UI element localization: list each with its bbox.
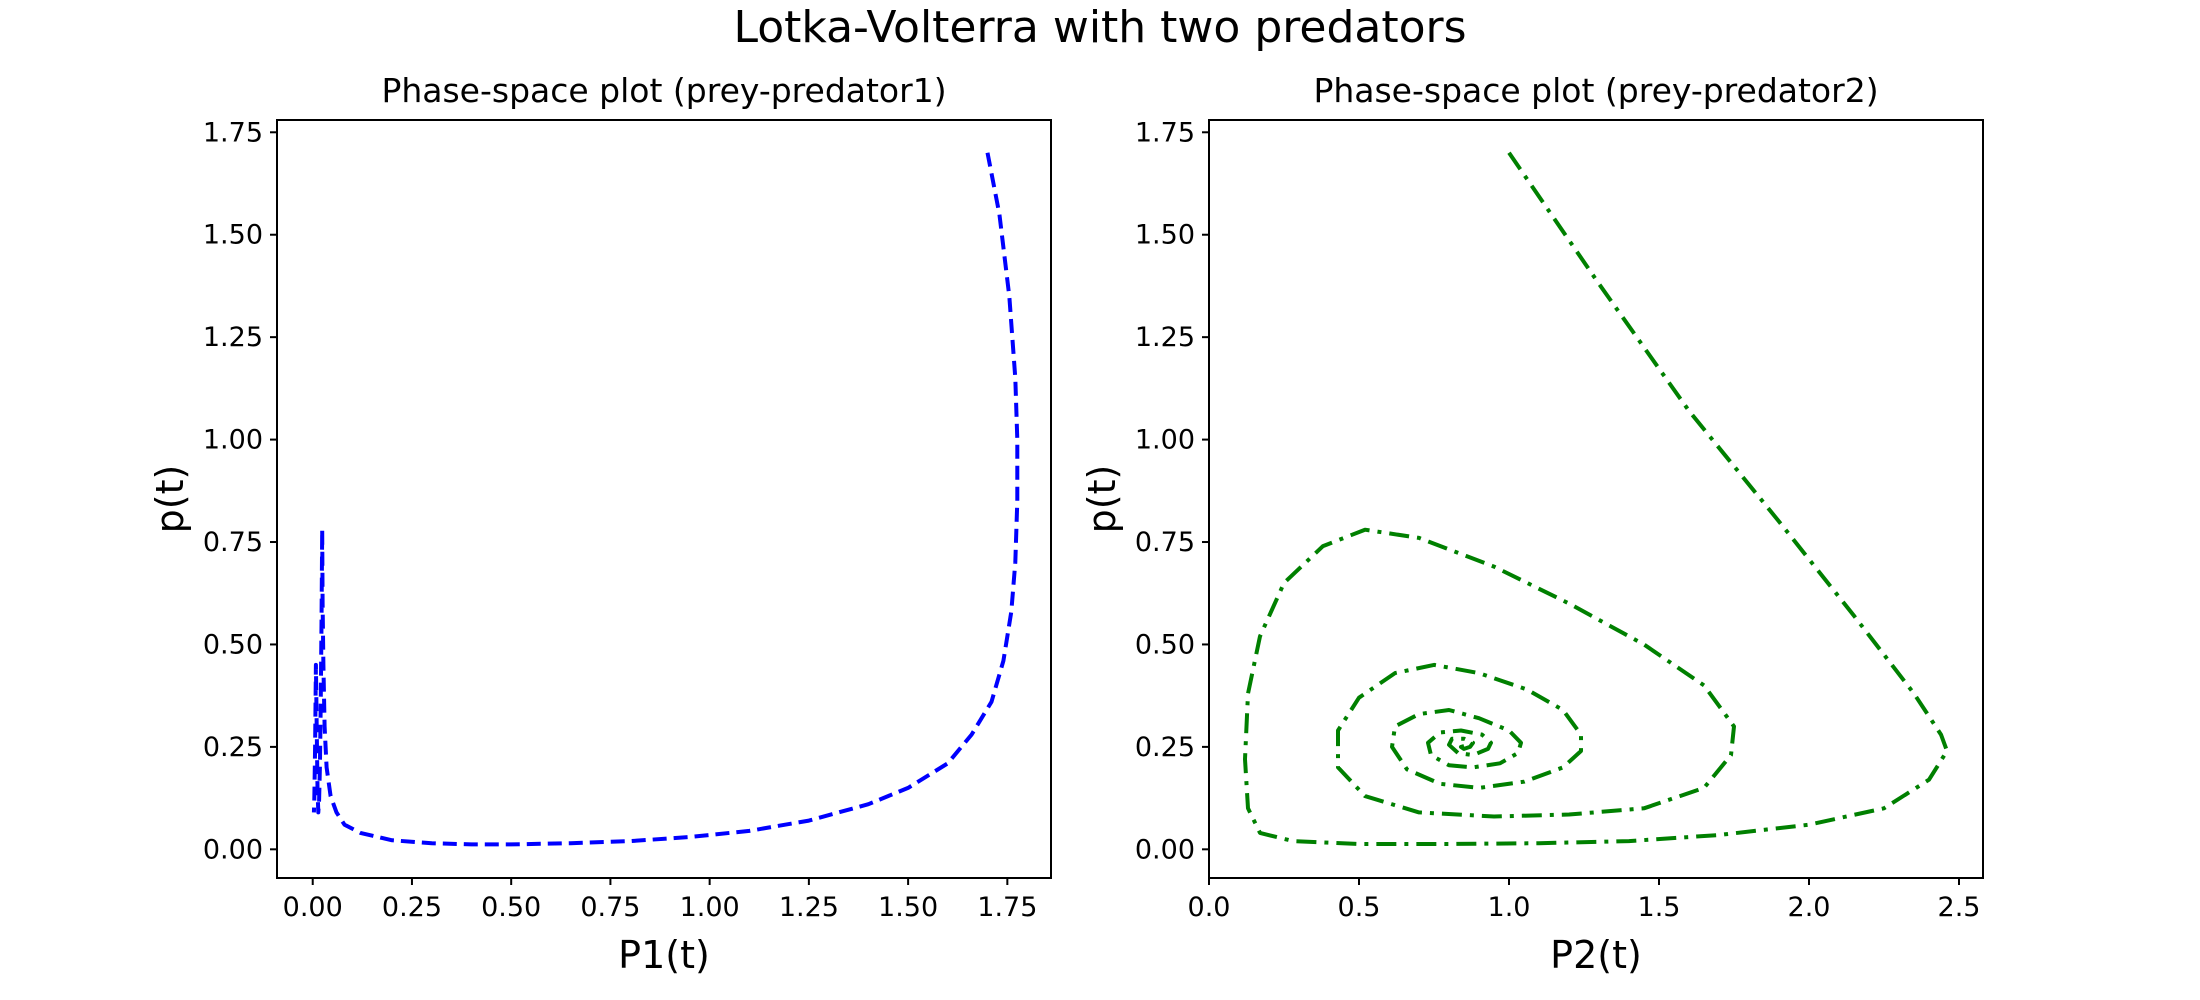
- phase-plot-predator1: Phase-space plot (prey-predator1) 0.00 0.…: [148, 71, 1052, 977]
- y-tick-label: 0.50: [1135, 629, 1195, 660]
- series-line: [311, 152, 1020, 847]
- y-tick-label: 1.75: [1135, 117, 1195, 148]
- x-tick-label: 0.5: [1338, 892, 1381, 923]
- y-tick-label: 1.25: [1135, 322, 1195, 353]
- x-tick-label: 2.0: [1788, 892, 1831, 923]
- phase-plot-predator2: Phase-space plot (prey-predator2) 0.0 0.5…: [1080, 71, 1984, 977]
- plot-area-predator1: [276, 119, 1052, 879]
- y-tick-label: 1.00: [1135, 425, 1195, 456]
- x-axis-predator1: 0.00 0.25 0.50 0.75 1.00 1.25 1.50 1.75: [283, 878, 1037, 923]
- x-tick-label: 1.50: [878, 892, 938, 923]
- plot-title-predator2: Phase-space plot (prey-predator2): [1313, 71, 1878, 110]
- x-tick-label: 0.00: [283, 892, 343, 923]
- y-axis-label-predator2: p(t): [1080, 465, 1124, 534]
- figure-suptitle: Lotka-Volterra with two predators: [733, 2, 1466, 53]
- x-tick-label: 0.75: [580, 892, 640, 923]
- y-tick-label: 0.00: [1135, 834, 1195, 865]
- plot-area-predator2: [1208, 119, 1984, 879]
- y-axis-label-predator1: p(t): [148, 465, 192, 534]
- y-axis-predator2: 0.00 0.25 0.50 0.75 1.00 1.25 1.50 1.75: [1135, 117, 1209, 865]
- x-tick-label: 1.5: [1638, 892, 1681, 923]
- x-tick-label: 0.50: [481, 892, 541, 923]
- x-tick-label: 1.0: [1488, 892, 1531, 923]
- y-tick-label: 1.50: [203, 220, 263, 251]
- x-axis-predator2: 0.0 0.5 1.0 1.5 2.0 2.5: [1188, 878, 1981, 923]
- x-tick-label: 2.5: [1938, 892, 1981, 923]
- x-tick-label: 1.25: [779, 892, 839, 923]
- y-tick-label: 1.25: [203, 322, 263, 353]
- plot-title-predator1: Phase-space plot (prey-predator1): [381, 71, 946, 110]
- y-tick-label: 0.25: [203, 732, 263, 763]
- x-tick-label: 1.75: [977, 892, 1037, 923]
- series-group-predator1: [311, 152, 1020, 847]
- x-tick-label: 1.00: [680, 892, 740, 923]
- x-tick-label: 0.25: [382, 892, 442, 923]
- x-axis-label-predator1: P1(t): [618, 933, 710, 977]
- y-tick-label: 0.00: [203, 834, 263, 865]
- y-axis-predator1: 0.00 0.25 0.50 0.75 1.00 1.25 1.50 1.75: [203, 117, 277, 865]
- y-tick-label: 0.50: [203, 629, 263, 660]
- series-group-predator2: [1243, 151, 1949, 846]
- y-tick-label: 0.75: [1135, 527, 1195, 558]
- y-tick-label: 0.25: [1135, 732, 1195, 763]
- y-tick-label: 1.50: [1135, 220, 1195, 251]
- y-tick-label: 0.75: [203, 527, 263, 558]
- x-tick-label: 0.0: [1188, 892, 1231, 923]
- series-line: [1243, 151, 1949, 846]
- y-tick-label: 1.00: [203, 425, 263, 456]
- x-axis-label-predator2: P2(t): [1550, 933, 1642, 977]
- y-tick-label: 1.75: [203, 117, 263, 148]
